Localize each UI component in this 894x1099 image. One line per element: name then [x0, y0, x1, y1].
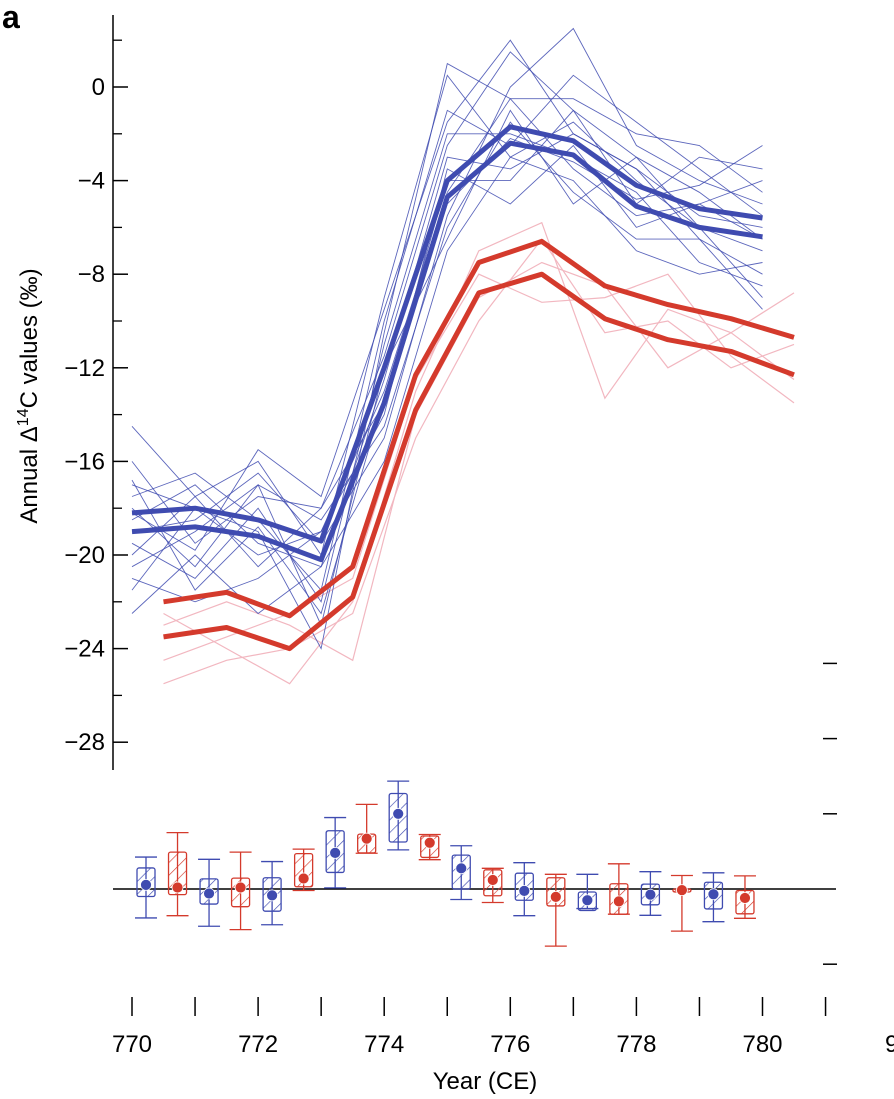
box-blue-0: [135, 856, 157, 919]
panel-label: a: [2, 0, 20, 35]
y-tick-label: −28: [64, 729, 105, 756]
y-tick-label: −24: [64, 636, 105, 663]
box-red-5: [292, 848, 315, 892]
box-red-19: [733, 875, 756, 919]
mean-series-red-2: [163, 238, 795, 619]
box-blue-2: [198, 858, 221, 927]
mean-point: [707, 888, 720, 901]
line-plot-area: [131, 27, 795, 685]
y-tick-label: −20: [64, 542, 105, 569]
individual-blue-series-9: [131, 109, 763, 627]
mean-point: [329, 847, 342, 859]
mean-point: [423, 836, 436, 849]
individual-blue-series-12: [131, 156, 763, 615]
x-tick-label: 778: [616, 1031, 656, 1058]
mean-point: [360, 832, 373, 845]
mean-point: [739, 892, 751, 904]
box-blue-6: [324, 816, 347, 889]
x-tick-label: 776: [490, 1031, 530, 1058]
mean-series-blue-0: [131, 124, 763, 544]
individual-blue-series-13: [131, 39, 763, 551]
box-red-3: [229, 851, 252, 931]
mean-point: [297, 872, 310, 885]
box-red-15: [607, 863, 630, 915]
box-red-7: [355, 803, 378, 854]
individual-blue-series-10: [131, 144, 763, 603]
axes: 0 −4 −8 −12 −16 −20 −24 −28 770 772 774 776 778 780 9: [64, 15, 894, 1058]
y-axis-title-post: C values (‰): [16, 268, 43, 408]
mean-point: [455, 862, 468, 875]
box-red-17: [670, 874, 693, 932]
box-blue-18: [702, 872, 725, 923]
mean-point: [266, 889, 279, 902]
x-tick-label: 780: [742, 1031, 782, 1058]
individual-blue-series-0: [131, 74, 763, 557]
mean-point: [203, 887, 215, 900]
box-red-11: [481, 867, 504, 904]
mean-point: [549, 890, 562, 903]
x-tick-label: 774: [364, 1031, 404, 1058]
mean-point: [486, 874, 499, 886]
y-axis-title-sup: 14: [15, 408, 32, 426]
y-tick-label: 0: [92, 74, 105, 101]
individual-blue-series-11: [131, 62, 763, 650]
mean-point: [518, 884, 531, 897]
x-axis-title: Year (CE): [433, 1068, 537, 1095]
box-blue-12: [513, 862, 536, 917]
x-tick-label: 772: [238, 1031, 278, 1058]
individual-blue-series-6: [131, 27, 763, 545]
box-red-1: [166, 831, 189, 917]
mean-point: [171, 881, 184, 894]
individual-blue-series-1: [131, 51, 763, 544]
y-tick-label: −8: [78, 261, 105, 288]
mean-point: [140, 878, 152, 891]
box-blue-8: [387, 780, 410, 851]
y-tick-label: −16: [64, 448, 105, 475]
individual-blue-series-4: [131, 121, 763, 568]
y-tick-label: −4: [78, 168, 105, 195]
box-red-9: [418, 833, 441, 861]
mean-point: [644, 888, 657, 901]
individual-red-series-0: [163, 221, 795, 685]
mean-point: [676, 884, 688, 897]
mean-point: [581, 894, 594, 907]
box-blue-10: [450, 845, 473, 901]
y-tick-label: −12: [64, 355, 105, 382]
y-axis-title: Annual Δ14C values (‰): [15, 268, 43, 523]
y-axis-title-pre: Annual Δ: [16, 426, 43, 523]
mean-point: [234, 881, 247, 894]
box-plot-area: [113, 780, 836, 947]
mean-series-red-3: [163, 271, 795, 652]
box-blue-4: [261, 860, 284, 926]
individual-red-series-3: [163, 238, 795, 685]
x-tick-label-partial: 9: [885, 1031, 894, 1058]
box-blue-16: [639, 871, 662, 916]
x-tick-label: 770: [112, 1031, 152, 1058]
mean-point: [612, 895, 625, 908]
box-blue-14: [576, 873, 599, 912]
mean-point: [392, 807, 405, 820]
mean-series-blue-1: [131, 140, 763, 563]
box-red-13: [544, 873, 567, 947]
individual-red-series-2: [163, 273, 795, 661]
